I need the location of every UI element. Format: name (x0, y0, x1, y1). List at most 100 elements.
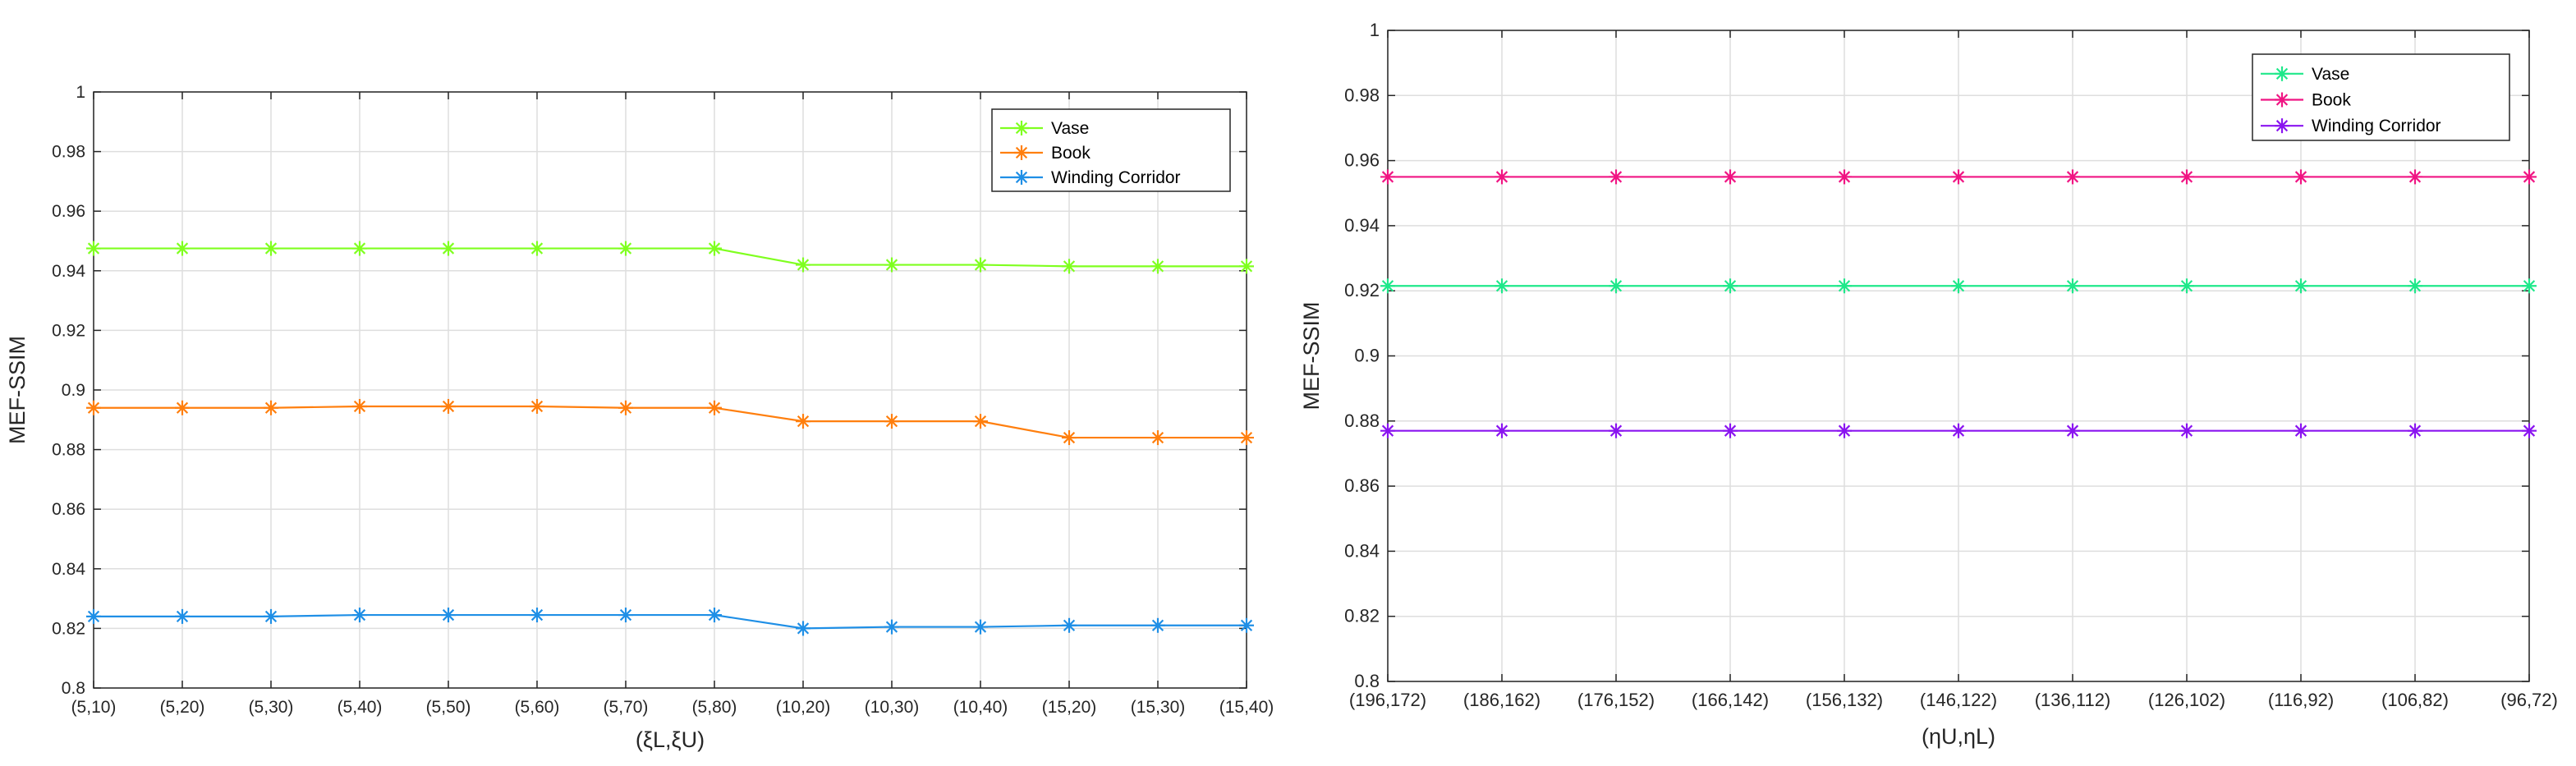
x-tick-label: (10,30) (865, 698, 920, 717)
series-line (94, 247, 1247, 268)
x-axis-label: (ξL,ξU) (636, 727, 705, 752)
data-point (1495, 278, 1509, 294)
data-point (973, 619, 988, 635)
data-point (2408, 278, 2422, 294)
data-point (2179, 278, 2194, 294)
y-tick-label: 0.9 (62, 381, 85, 400)
series-line (94, 405, 1247, 439)
data-point (2294, 278, 2308, 294)
data-point (1150, 259, 1165, 274)
data-point (1609, 169, 1623, 185)
data-point (1951, 423, 1966, 438)
y-tick-label: 0.94 (52, 262, 85, 281)
data-point (2408, 423, 2422, 438)
legend: Vase Book Winding Corridor (2252, 53, 2510, 141)
legend-entry-label: Book (1051, 144, 1091, 163)
legend-entry-label: Book (2312, 91, 2351, 110)
data-point (1837, 169, 1852, 185)
legend-entry-label: Winding Corridor (2312, 117, 2441, 135)
data-point (884, 257, 899, 273)
legend-entry-label: Vase (1051, 119, 1089, 138)
legend-swatch-marker (2275, 66, 2289, 81)
chart-2: 0.8 0.82 0.84 0.86 0.88 0.9 0.92 0.94 0.96 0.98 1 (… (1299, 20, 2558, 749)
chart-1: 0.8 0.82 0.84 0.86 0.88 0.9 0.92 0.94 0.96 0.98 1 (… (5, 83, 1274, 752)
x-tick-label: (106,82) (2381, 690, 2449, 710)
y-tick-label: 0.82 (1344, 606, 1380, 626)
y-tick-label: 0.8 (62, 679, 85, 698)
data-point (86, 608, 101, 624)
data-point (1239, 617, 1254, 633)
x-tick-label: (5,40) (337, 698, 383, 717)
y-axis-label: MEF-SSIM (5, 336, 30, 444)
x-tick-label: (116,92) (2268, 690, 2334, 710)
data-point (707, 241, 722, 256)
y-tick-label: 0.94 (1344, 215, 1380, 236)
data-point (175, 400, 190, 415)
data-point (1150, 430, 1165, 446)
data-point (86, 400, 101, 415)
data-point (1837, 278, 1852, 294)
y-tick-label: 0.86 (52, 500, 85, 519)
data-point (1239, 430, 1254, 446)
y-axis-label: MEF-SSIM (1299, 302, 1324, 411)
data-point (2179, 169, 2194, 185)
y-tick-label: 0.82 (52, 619, 85, 638)
y-tick-label: 0.88 (52, 441, 85, 460)
x-tick-label: (96,72) (2500, 690, 2558, 710)
series-winding-corridor (1380, 423, 2537, 438)
data-point (1837, 423, 1852, 438)
x-tick-label: (5,80) (692, 698, 737, 717)
data-point (618, 400, 633, 415)
series-vase (1380, 278, 2537, 294)
data-point (175, 241, 190, 256)
x-tick-label: (15,20) (1042, 698, 1097, 717)
x-tick-label: (166,142) (1692, 690, 1769, 710)
data-point (2065, 169, 2080, 185)
y-tick-label: 0.98 (1344, 85, 1380, 105)
series-winding-corridor (86, 608, 1254, 636)
data-point (1951, 278, 1966, 294)
series-line (94, 613, 1247, 630)
data-point (796, 257, 810, 273)
data-point (1380, 423, 1395, 438)
y-tick-label: 0.9 (1354, 346, 1380, 366)
data-point (2408, 169, 2422, 185)
data-point (2065, 278, 2080, 294)
x-tick-label: (5,70) (604, 698, 649, 717)
data-point (352, 608, 367, 623)
data-point (1380, 278, 1395, 294)
data-point (618, 241, 633, 256)
x-tick-label: (196,172) (1349, 690, 1426, 710)
x-tick-label: (146,122) (1920, 690, 1997, 710)
x-tick-label: (5,10) (71, 698, 117, 717)
data-point (352, 241, 367, 256)
data-point (2065, 423, 2080, 438)
series-book (1380, 169, 2537, 185)
x-tick-label: (136,112) (2035, 690, 2111, 710)
data-point (2522, 278, 2537, 294)
data-point (1723, 169, 1738, 185)
x-tick-label: (5,60) (515, 698, 560, 717)
data-point (1495, 169, 1509, 185)
data-point (618, 608, 633, 623)
y-tick-label: 0.86 (1344, 475, 1380, 496)
data-point (707, 608, 722, 623)
data-point (1062, 430, 1077, 446)
x-tick-label: (156,132) (1806, 690, 1883, 710)
data-point (2294, 423, 2308, 438)
data-point (530, 241, 544, 256)
data-point (264, 608, 278, 624)
data-point (441, 241, 456, 256)
legend-swatch-marker (2275, 118, 2289, 134)
data-point (884, 414, 899, 429)
data-point (441, 398, 456, 414)
data-point (175, 608, 190, 624)
x-tick-label: (176,152) (1577, 690, 1655, 710)
data-point (884, 619, 899, 635)
y-tick-label: 0.84 (52, 560, 85, 579)
series-book (86, 398, 1254, 446)
data-point (707, 400, 722, 415)
data-point (530, 608, 544, 623)
